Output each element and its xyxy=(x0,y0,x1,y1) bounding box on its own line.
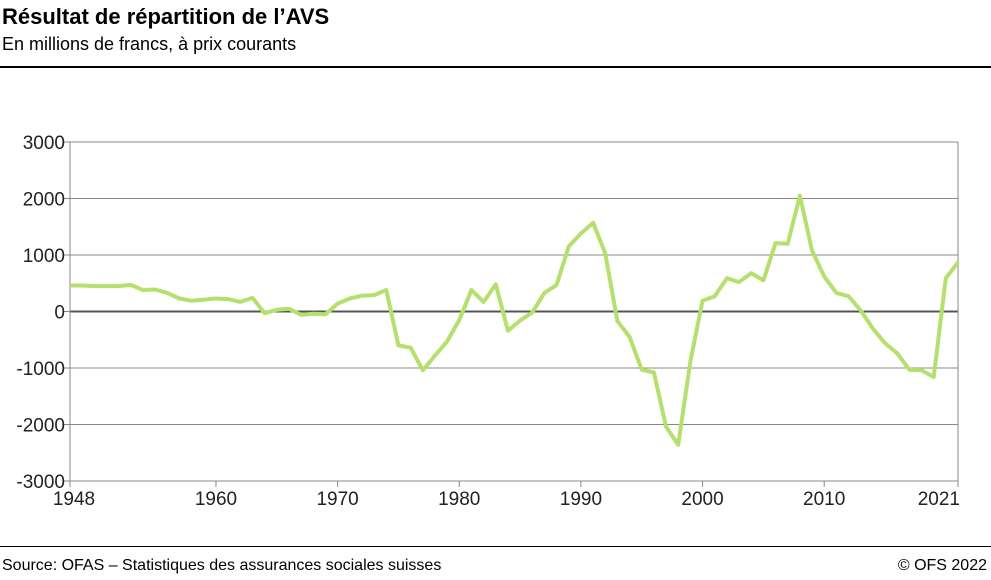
chart-subtitle: En millions de francs, à prix courants xyxy=(2,34,297,54)
y-tick-label: -2000 xyxy=(16,416,65,437)
chart-title: Résultat de répartition de l’AVS xyxy=(2,4,330,29)
y-tick-label: 0 xyxy=(54,303,65,324)
x-tick-label: 2000 xyxy=(681,489,723,510)
x-tick-label: 1980 xyxy=(438,489,480,510)
source-note: Source: OFAS – Statistiques des assuranc… xyxy=(2,557,442,574)
header-divider xyxy=(0,66,991,68)
y-tick-label: -3000 xyxy=(16,472,65,493)
x-tick-label: 1960 xyxy=(195,489,237,510)
copyright: © OFS 2022 xyxy=(897,557,987,574)
x-tick-label: 1948 xyxy=(53,489,95,510)
x-tick-label: 2010 xyxy=(803,489,845,510)
y-tick-label: -1000 xyxy=(16,359,65,380)
x-tick-label: 1990 xyxy=(560,489,602,510)
data-series-line xyxy=(70,193,960,447)
footer-divider xyxy=(0,546,991,547)
y-tick-label: 2000 xyxy=(23,190,65,211)
x-tick-label: 1970 xyxy=(316,489,358,510)
y-tick-label: 1000 xyxy=(23,246,65,267)
y-tick-label: 3000 xyxy=(23,133,65,154)
x-tick-label: 2021 xyxy=(918,489,960,510)
